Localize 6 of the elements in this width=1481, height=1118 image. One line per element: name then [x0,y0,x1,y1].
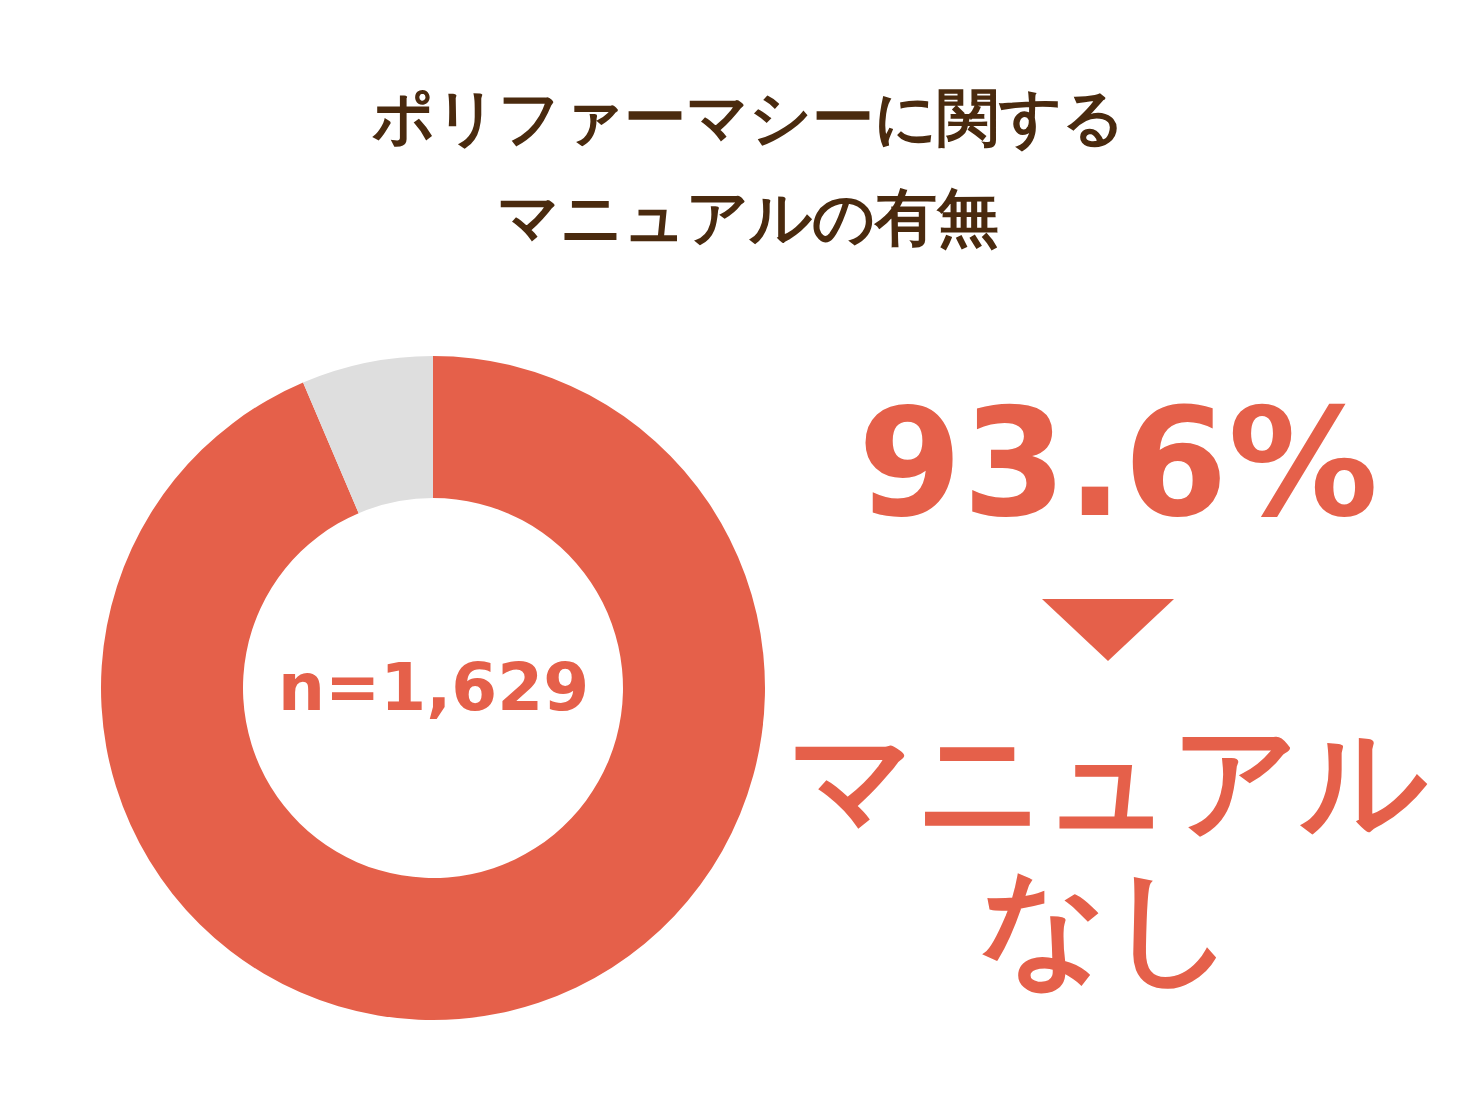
text: n=1,629 [278,648,590,728]
legend-label: マニュアルなし [787,708,1429,998]
donut-slice [303,356,433,514]
chart-title: ポリファーマシーに関するマニュアルの有無 [370,80,1126,256]
donut-slice [101,356,765,1020]
data-label: 93.6% [856,376,1380,550]
